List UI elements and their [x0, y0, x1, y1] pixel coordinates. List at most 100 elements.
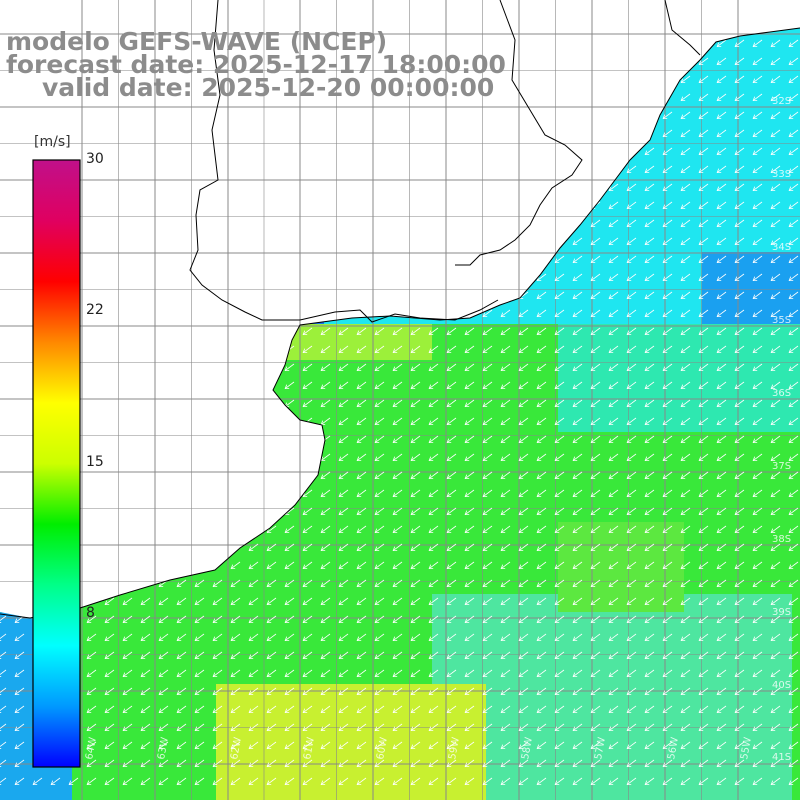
wind-arrow	[285, 436, 294, 443]
wind-arrow	[105, 130, 114, 137]
wind-arrow	[195, 112, 204, 119]
wind-arrow	[285, 148, 294, 155]
wind-arrow	[249, 490, 258, 497]
wind-arrow	[573, 130, 582, 137]
wind-arrow	[267, 328, 276, 335]
wind-arrow	[249, 526, 258, 533]
wind-arrow	[375, 274, 384, 281]
wind-arrow	[141, 382, 150, 389]
wind-arrow	[177, 328, 186, 335]
wind-arrow	[249, 454, 258, 461]
colorbar	[33, 160, 80, 767]
wind-arrow	[375, 220, 384, 227]
wind-arrow	[249, 382, 258, 389]
wind-arrow	[123, 328, 132, 335]
wind-arrow	[231, 166, 240, 173]
wind-arrow	[177, 562, 186, 569]
wind-arrow	[249, 274, 258, 281]
wind-arrow	[231, 130, 240, 137]
wind-arrow	[87, 346, 96, 353]
wind-arrow	[447, 256, 456, 263]
lat-label: 36S	[772, 388, 791, 399]
wind-arrow	[87, 130, 96, 137]
wind-arrow	[195, 418, 204, 425]
wind-arrow	[393, 274, 402, 281]
wind-arrow	[429, 310, 438, 317]
wind-arrow	[195, 148, 204, 155]
wind-arrow	[465, 184, 474, 191]
wind-arrow	[447, 292, 456, 299]
wind-arrow	[231, 400, 240, 407]
wind-arrow	[501, 274, 510, 281]
wind-arrow	[267, 364, 276, 371]
wind-arrow	[159, 130, 168, 137]
wind-arrow	[555, 238, 564, 245]
wind-arrow	[375, 292, 384, 299]
wind-arrow	[465, 202, 474, 209]
wind-arrow	[159, 562, 168, 569]
wind-arrow	[213, 310, 222, 317]
wind-arrow	[213, 346, 222, 353]
wind-arrow	[105, 256, 114, 263]
wind-arrow	[393, 112, 402, 119]
wind-arrow	[357, 130, 366, 137]
wind-arrow	[231, 508, 240, 515]
wind-arrow	[195, 562, 204, 569]
wind-arrow	[483, 40, 492, 47]
wind-arrow	[195, 256, 204, 263]
wind-arrow	[285, 184, 294, 191]
wind-arrow	[393, 292, 402, 299]
wind-arrow	[123, 526, 132, 533]
wind-arrow	[303, 148, 312, 155]
wind-arrow	[537, 112, 546, 119]
wind-arrow	[267, 508, 276, 515]
wind-arrow	[447, 166, 456, 173]
wind-arrow	[285, 418, 294, 425]
wind-arrow	[195, 292, 204, 299]
wind-arrow	[393, 220, 402, 227]
wind-arrow	[573, 94, 582, 101]
wind-arrow	[249, 130, 258, 137]
wind-arrow	[249, 346, 258, 353]
wind-arrow	[231, 346, 240, 353]
wind-arrow	[555, 40, 564, 47]
wind-arrow	[141, 418, 150, 425]
wind-arrow	[501, 292, 510, 299]
wind-arrow	[105, 580, 114, 587]
wind-arrow	[411, 238, 420, 245]
wind-arrow	[159, 472, 168, 479]
wind-arrow	[195, 526, 204, 533]
wind-arrow	[159, 436, 168, 443]
wind-arrow	[123, 418, 132, 425]
wind-arrow	[285, 238, 294, 245]
wind-arrow	[213, 364, 222, 371]
wind-arrow	[411, 256, 420, 263]
wind-arrow	[429, 238, 438, 245]
wind-arrow	[105, 184, 114, 191]
wind-arrow	[393, 166, 402, 173]
wind-arrow	[123, 454, 132, 461]
wind-arrow	[465, 274, 474, 281]
wind-arrow	[213, 292, 222, 299]
wind-arrow	[285, 166, 294, 173]
wind-arrow	[105, 490, 114, 497]
wind-arrow	[105, 220, 114, 227]
wind-arrow	[213, 418, 222, 425]
wind-arrow	[87, 256, 96, 263]
wind-arrow	[537, 76, 546, 83]
wind-arrow	[267, 274, 276, 281]
wind-arrow	[591, 76, 600, 83]
wind-arrow	[87, 418, 96, 425]
wind-arrow	[87, 562, 96, 569]
wind-arrow	[393, 202, 402, 209]
wind-arrow	[195, 328, 204, 335]
wind-arrow	[609, 166, 618, 173]
wind-arrow	[87, 508, 96, 515]
wind-arrow	[375, 166, 384, 173]
wind-arrow	[519, 256, 528, 263]
wind-arrow	[447, 238, 456, 245]
wind-arrow	[213, 274, 222, 281]
wind-arrow	[105, 400, 114, 407]
wind-arrow	[501, 112, 510, 119]
